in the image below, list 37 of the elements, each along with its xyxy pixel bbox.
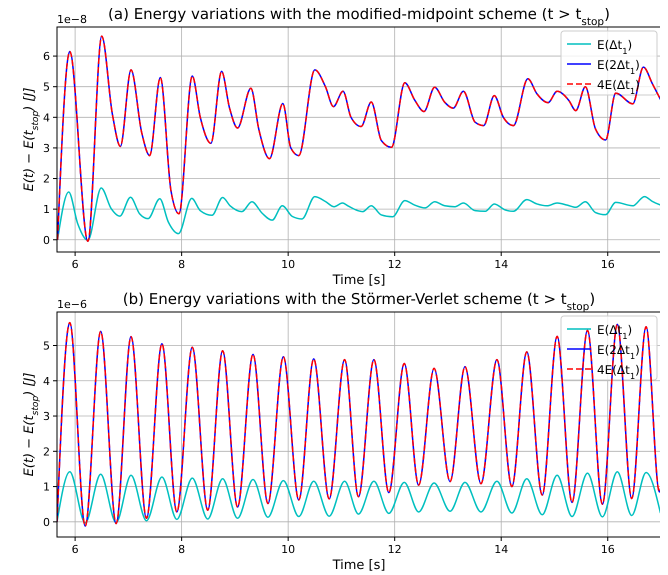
x-tick-label: 8 bbox=[178, 543, 186, 556]
y-tick-label: 1 bbox=[43, 203, 50, 216]
x-tick-label: 14 bbox=[494, 258, 508, 271]
text: 1e−6 bbox=[57, 298, 87, 311]
y-tick-label: 5 bbox=[43, 80, 50, 94]
y-tick-label: 3 bbox=[43, 142, 50, 155]
y-tick-label: 6 bbox=[43, 50, 50, 64]
x-tick-label: 16 bbox=[600, 543, 615, 556]
x-tick-label: 10 bbox=[281, 543, 296, 556]
line-series bbox=[57, 322, 660, 527]
x-tick-label: 8 bbox=[178, 258, 186, 271]
chart-title: (b) Energy variations with the Störmer-Verlet scheme (t > t$_{stop}$) bbox=[122, 290, 596, 313]
x-tick-label: 6 bbox=[72, 543, 79, 556]
legend-label: 4E(Δt$_{1}$) bbox=[597, 78, 640, 96]
x-tick-label: 14 bbox=[494, 543, 508, 556]
x-tick-label: 6 bbox=[72, 258, 79, 271]
x-tick-label: 16 bbox=[600, 258, 615, 271]
y-tick-label: 2 bbox=[43, 445, 50, 458]
y-tick-label: 3 bbox=[43, 410, 50, 424]
x-tick-label: 12 bbox=[388, 258, 402, 271]
x-tick-label: 12 bbox=[388, 543, 402, 556]
y-tick-label: 5 bbox=[43, 340, 50, 353]
y-tick-label: 1 bbox=[43, 480, 50, 494]
line-series bbox=[57, 471, 660, 524]
line-series bbox=[57, 187, 660, 242]
legend-label: E(Δt$_{1}$) bbox=[597, 38, 632, 56]
y-tick-label: 4 bbox=[43, 374, 50, 388]
x-axis-title: Time [s] bbox=[332, 558, 386, 573]
text: 1e−8 bbox=[57, 13, 87, 26]
y-tick-label: 2 bbox=[43, 172, 50, 186]
y-tick-label: 0 bbox=[43, 234, 50, 247]
x-tick-label: 10 bbox=[281, 258, 296, 271]
y-tick-label: 0 bbox=[43, 516, 50, 529]
x-axis-title: Time [s] bbox=[332, 273, 386, 288]
legend-label: E(2Δt$_{1}$) bbox=[597, 58, 640, 76]
line-series bbox=[57, 35, 660, 242]
y-tick-label: 4 bbox=[43, 111, 50, 124]
